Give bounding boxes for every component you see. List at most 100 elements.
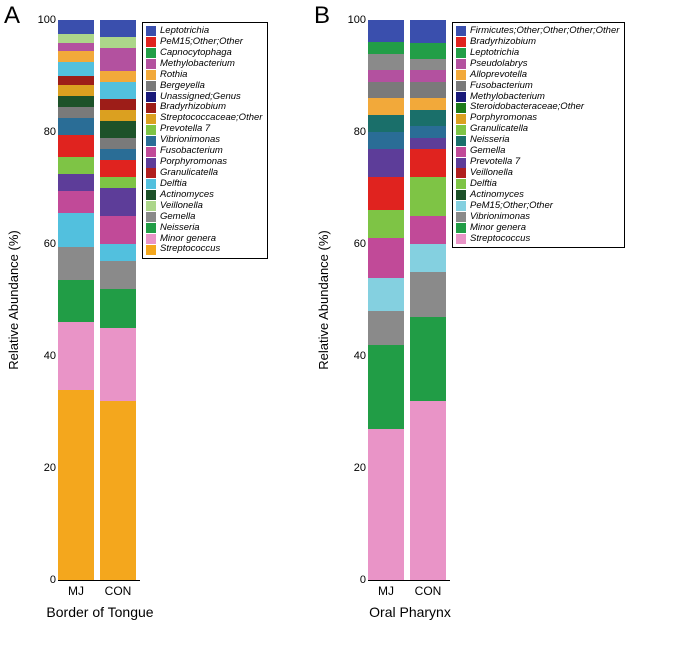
bar-segment (100, 188, 136, 216)
bars-container-a (58, 20, 136, 580)
legend-swatch (146, 92, 156, 102)
legend-swatch (456, 212, 466, 222)
bar-segment (368, 311, 404, 345)
bar-segment (100, 401, 136, 580)
legend-swatch (146, 48, 156, 58)
stacked-bar (58, 20, 94, 580)
legend-item: Bergeyella (146, 81, 262, 92)
chart-title-a: Border of Tongue (20, 604, 180, 620)
bar-segment (100, 110, 136, 121)
panel-a-label: A (4, 2, 20, 30)
bar-segment (58, 322, 94, 389)
legend-swatch (146, 223, 156, 233)
bar-segment (410, 272, 446, 317)
bar-segment (368, 82, 404, 99)
legend-swatch (146, 168, 156, 178)
bar-segment (58, 174, 94, 191)
legend-item: Streptococcus (146, 244, 262, 255)
legend-swatch (456, 37, 466, 47)
legend-item: Alloprevotella (456, 70, 619, 81)
y-tick-label: 100 (348, 14, 366, 26)
bar-segment (58, 107, 94, 118)
legend-swatch (456, 59, 466, 69)
bar-segment (410, 216, 446, 244)
legend-swatch (456, 158, 466, 168)
bar-segment (100, 37, 136, 48)
legend-swatch (456, 92, 466, 102)
legend-label: Alloprevotella (470, 70, 527, 81)
bar-segment (58, 43, 94, 51)
bar-segment (410, 177, 446, 216)
bar-segment (100, 289, 136, 328)
legend-swatch (146, 37, 156, 47)
stacked-bar (100, 20, 136, 580)
legend-swatch (456, 125, 466, 135)
stacked-bar (368, 20, 404, 580)
bar-segment (100, 82, 136, 99)
bar-segment (58, 135, 94, 157)
bar-segment (58, 51, 94, 62)
legend-swatch (146, 158, 156, 168)
bars-container-b (368, 20, 446, 580)
bar-segment (368, 278, 404, 312)
bar-segment (100, 99, 136, 110)
legend-item: Fusobacterium (456, 81, 619, 92)
legend-swatch (456, 81, 466, 91)
x-category-label: CON (410, 584, 446, 598)
bar-segment (100, 149, 136, 160)
y-tick-label: 0 (50, 574, 56, 586)
y-tick-label: 60 (354, 238, 366, 250)
legend-label: Gemella (160, 212, 195, 223)
y-tick-label: 0 (360, 574, 366, 586)
x-labels-b: MJCON (368, 584, 446, 598)
legend-label: Neisseria (160, 223, 200, 234)
legend-a: LeptotrichiaPeM15;Other;OtherCapnocytoph… (142, 22, 268, 259)
legend-swatch (146, 81, 156, 91)
bar-segment (368, 98, 404, 115)
legend-item: Rothia (146, 70, 262, 81)
y-tick-label: 20 (44, 462, 56, 474)
bar-segment (368, 20, 404, 42)
stacked-bar (410, 20, 446, 580)
legend-swatch (146, 190, 156, 200)
legend-item: Streptococcus (456, 234, 619, 245)
bar-segment (368, 177, 404, 211)
y-tick-label: 40 (44, 350, 56, 362)
bar-segment (58, 118, 94, 135)
legend-item: Gemella (146, 212, 262, 223)
bar-segment (58, 213, 94, 247)
bar-segment (410, 138, 446, 149)
legend-label: Fusobacterium (470, 81, 533, 92)
legend-item: Neisseria (146, 223, 262, 234)
bar-segment (368, 115, 404, 132)
bar-segment (368, 429, 404, 580)
bar-segment (410, 82, 446, 99)
legend-label: Vibrionimonas (470, 212, 530, 223)
bar-segment (58, 62, 94, 76)
legend-swatch (146, 114, 156, 124)
bar-segment (58, 280, 94, 322)
bar-segment (368, 238, 404, 277)
legend-b: Firmicutes;Other;Other;Other;OtherBradyr… (452, 22, 625, 248)
y-tick-label: 100 (38, 14, 56, 26)
legend-swatch (146, 136, 156, 146)
bar-segment (410, 244, 446, 272)
bar-segment (368, 54, 404, 71)
x-category-label: CON (100, 584, 136, 598)
bar-segment (100, 244, 136, 261)
legend-item: Minor genera (456, 223, 619, 234)
bar-segment (410, 126, 446, 137)
bar-segment (100, 216, 136, 244)
bar-segment (100, 138, 136, 149)
y-tick-label: 40 (354, 350, 366, 362)
bar-segment (410, 20, 446, 42)
bar-segment (368, 210, 404, 238)
legend-swatch (456, 103, 466, 113)
legend-swatch (456, 179, 466, 189)
x-axis-line-b (368, 580, 450, 581)
legend-swatch (456, 147, 466, 157)
legend-label: Minor genera (470, 223, 526, 234)
bar-segment (58, 20, 94, 34)
legend-swatch (456, 136, 466, 146)
bar-segment (58, 96, 94, 107)
